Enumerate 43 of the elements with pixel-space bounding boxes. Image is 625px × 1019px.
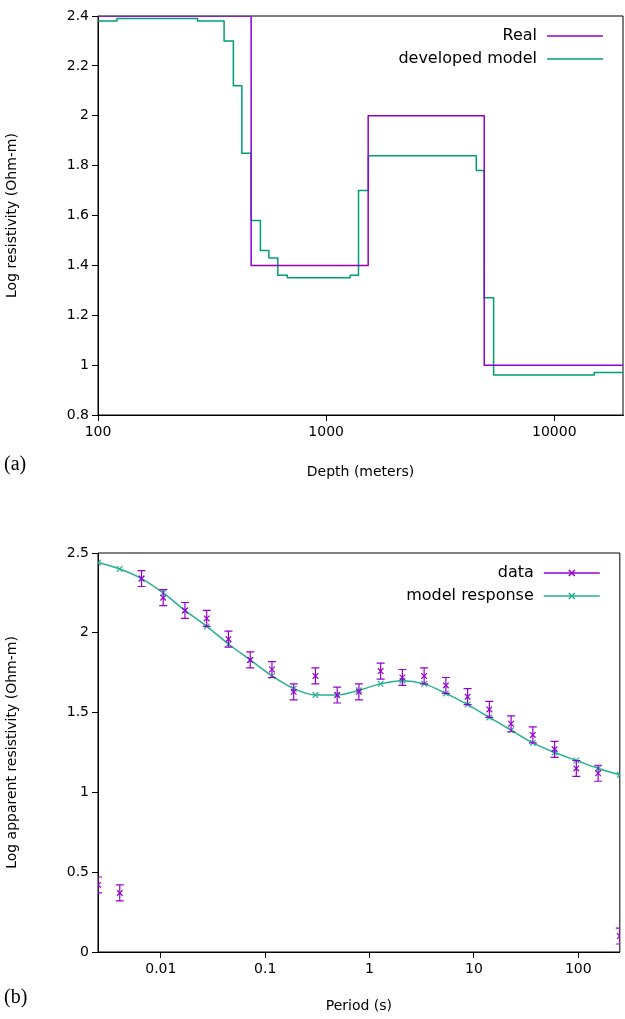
legend-label: developed model [398,48,537,68]
point [377,667,385,675]
y-tick-label: 1.5 [66,703,89,720]
point [311,672,319,680]
text: (a) [4,452,27,475]
x-tick-label: 10 [465,960,483,977]
y-tick-label: 1 [80,355,89,372]
y-tick-label: 1.4 [66,256,90,273]
point [529,731,537,739]
x-axis-title: Period (s) [325,997,393,1014]
text: (b) [4,985,28,1008]
y-tick-label: 0.8 [66,405,89,422]
y-tick-label: 1.2 [66,305,89,322]
point [116,889,124,897]
x-tick-label: 100 [564,960,592,977]
y-tick-label: 2 [80,106,89,123]
y-tick-label: 2 [80,623,89,640]
y-tick-label: 2.4 [66,6,90,23]
y-axis-title: Log resistivity (Ohm-m) [3,133,20,298]
x-tick-label: 0.1 [254,960,277,977]
y-tick-label: 1.8 [66,156,89,173]
y-axis-title: Log apparent resistivity (Ohm-m) [3,636,20,869]
x-tick-label: 1 [365,960,375,977]
point [551,745,559,753]
y-tick-label: 0.5 [66,862,89,879]
y-tick-label: 2.5 [66,543,89,560]
point [311,691,319,699]
y-tick-label: 0 [80,942,89,959]
point [225,635,232,643]
x-tick-label: 100 [84,423,112,440]
legend-label: model response [406,585,534,605]
y-tick-label: 1 [80,783,89,800]
y-tick-label: 2.2 [66,56,89,73]
point [116,565,124,573]
x-tick-label: 10000 [532,423,577,440]
x-tick-label: 1000 [308,423,344,440]
point [377,680,385,688]
x-axis-title: Depth (meters) [306,463,415,480]
x-tick-label: 0.01 [145,960,177,977]
y-tick-label: 1.6 [66,206,90,223]
legend-label: data [497,562,534,582]
point [159,594,167,602]
legend-label: Real [502,25,537,45]
